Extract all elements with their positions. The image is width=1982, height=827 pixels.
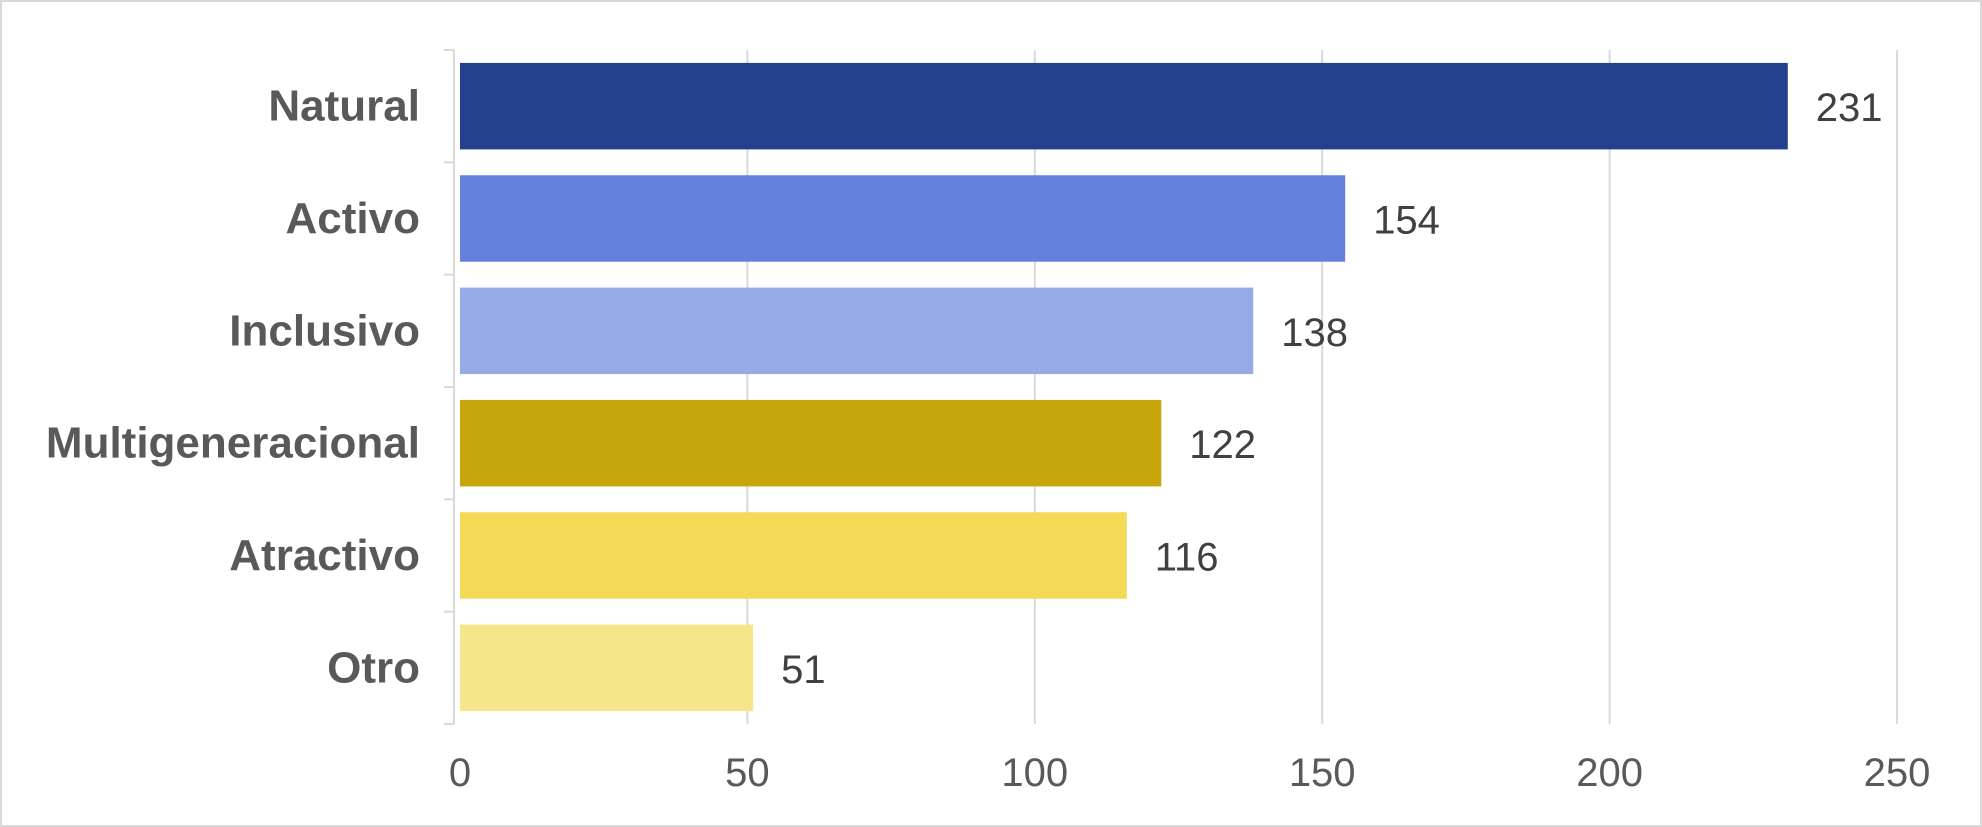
x-tick-label: 100 (1001, 751, 1068, 795)
data-label: 231 (1816, 86, 1883, 130)
bar (460, 62, 1788, 150)
data-label: 154 (1373, 199, 1440, 243)
x-tick-label: 50 (725, 751, 770, 795)
category-labels: Natural Activo Inclusivo Multigeneracional A… (46, 82, 420, 693)
bar (460, 624, 754, 712)
x-tick-label: 250 (1864, 751, 1931, 795)
x-tick-label: 200 (1576, 751, 1643, 795)
bar (460, 512, 1127, 599)
x-tick-label: 0 (449, 751, 471, 795)
category-label: Multigeneracional (46, 419, 420, 468)
tick-labels: 0 50 100 150 200 250 (449, 751, 1931, 795)
category-label: Inclusivo (229, 306, 420, 355)
gridlines (746, 50, 1898, 724)
bar (460, 399, 1162, 487)
data-label: 138 (1281, 311, 1348, 355)
x-tick-label: 150 (1289, 751, 1356, 795)
data-label: 51 (781, 648, 826, 692)
data-label: 116 (1155, 536, 1219, 580)
data-labels: 231 154 138 122 116 51 (781, 86, 1882, 692)
bar (460, 175, 1346, 262)
bar (460, 287, 1254, 375)
category-label: Atractivo (229, 531, 420, 580)
category-axis (444, 49, 455, 725)
category-label: Activo (286, 194, 420, 243)
bars (460, 62, 1788, 712)
category-label: Otro (327, 643, 420, 692)
data-label: 122 (1189, 423, 1256, 467)
category-label: Natural (268, 82, 420, 131)
